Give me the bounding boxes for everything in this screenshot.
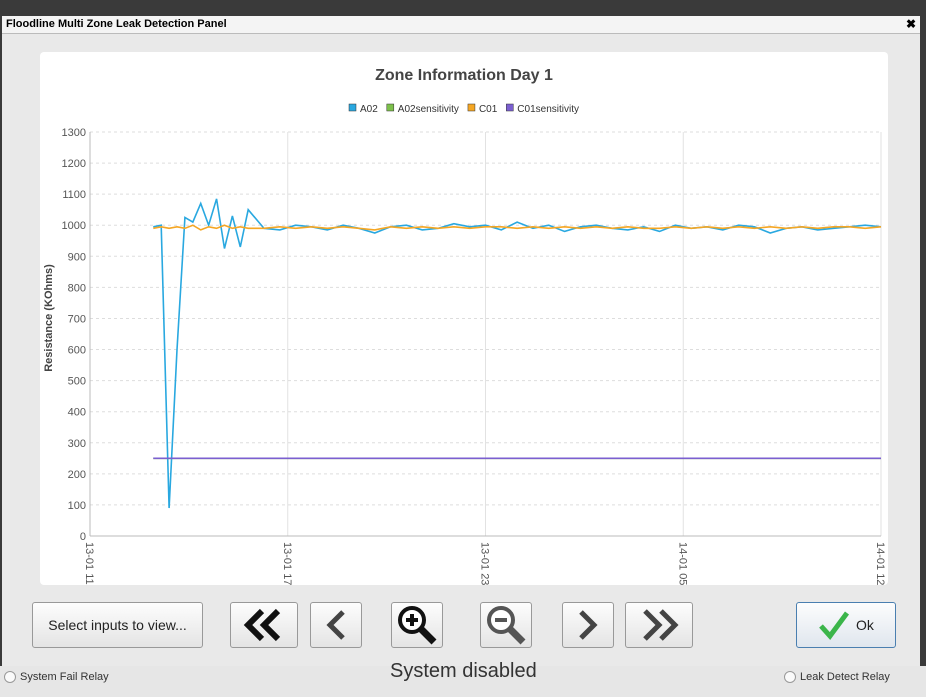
leak-relay: Leak Detect Relay [784, 671, 890, 684]
y-tick-label: 500 [68, 376, 86, 388]
icon [326, 610, 345, 640]
x-tick-label: 14-01 12:00 [874, 542, 886, 585]
x-tick-label: 13-01 11:00 [83, 542, 95, 585]
y-tick-label: 600 [68, 345, 86, 357]
system-status: System disabled [390, 660, 537, 682]
legend-label: A02 [360, 104, 378, 115]
y-tick-label: 1100 [62, 189, 86, 201]
icon [243, 608, 281, 642]
y-tick-label: 400 [68, 407, 86, 419]
title-bar: Floodline Multi Zone Leak Detection Pane… [2, 16, 920, 34]
legend-swatch [506, 103, 514, 112]
legend-label: C01sensitivity [517, 104, 579, 115]
icon [398, 606, 437, 645]
series-line [153, 198, 882, 509]
leak-relay-label: Leak Detect Relay [800, 671, 890, 683]
legend-label: C01 [479, 104, 498, 115]
y-tick-label: 800 [68, 282, 86, 294]
y-tick-label: 1000 [62, 220, 86, 232]
legend: A02 A02sensitivity C01 C01sensitivity [348, 103, 579, 115]
y-tick-label: 900 [68, 251, 86, 263]
icon [487, 606, 526, 645]
chart: Zone Information Day 1 Resistance (KOhms… [40, 52, 888, 585]
x-tick-label: 13-01 17:15 [281, 542, 293, 585]
legend-swatch [386, 103, 395, 112]
x-tick-label: 13-01 23:30 [479, 542, 491, 585]
zoom-in-button[interactable] [391, 602, 443, 648]
y-tick-label: 1200 [62, 158, 86, 170]
y-tick-label: 700 [68, 313, 86, 325]
fail-relay: System Fail Relay [4, 671, 109, 684]
legend-label: A02sensitivity [398, 104, 459, 115]
fail-relay-label: System Fail Relay [20, 671, 109, 683]
x-tick-label: 14-01 05:45 [676, 542, 688, 585]
y-axis-label: Resistance (KOhms) [43, 264, 55, 372]
last-button[interactable] [625, 602, 693, 648]
y-tick-label: 200 [68, 469, 86, 481]
next-button[interactable] [562, 602, 614, 648]
dialog: Floodline Multi Zone Leak Detection Pane… [2, 16, 920, 666]
ok-button[interactable]: Ok [796, 602, 896, 648]
icon [579, 610, 598, 640]
series-line [153, 224, 882, 231]
status-bar: System Fail Relay System disabled Leak D… [0, 660, 926, 697]
y-tick-label: 300 [68, 438, 86, 450]
select-inputs-button[interactable]: Select inputs to view... [32, 602, 203, 648]
chart-title: Zone Information Day 1 [375, 67, 553, 84]
y-tick-label: 0 [80, 531, 86, 543]
zoom-out-button[interactable] [480, 602, 532, 648]
icon [819, 611, 850, 640]
legend-swatch [467, 103, 476, 112]
icon [643, 609, 679, 641]
window-title: Floodline Multi Zone Leak Detection Pane… [6, 18, 227, 30]
y-tick-label: 100 [68, 500, 86, 512]
ok-label: Ok [856, 617, 874, 633]
close-button[interactable]: ✖ [905, 17, 916, 31]
first-button[interactable] [230, 602, 298, 648]
y-tick-label: 1300 [62, 127, 86, 139]
legend-swatch [348, 103, 357, 112]
prev-button[interactable] [310, 602, 362, 648]
